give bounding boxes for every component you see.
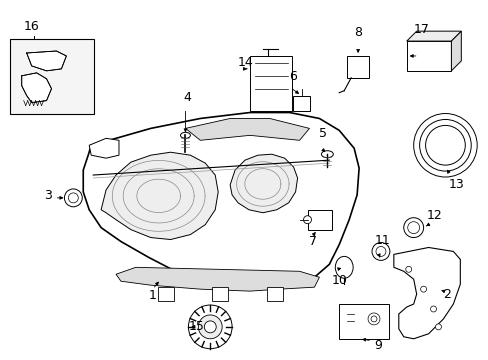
Text: 7: 7	[309, 235, 317, 248]
Polygon shape	[89, 138, 119, 158]
Text: 5: 5	[319, 127, 327, 140]
Circle shape	[420, 286, 426, 292]
Bar	[157, 287, 173, 301]
Text: 1: 1	[148, 289, 156, 302]
Ellipse shape	[403, 218, 423, 238]
Polygon shape	[83, 113, 358, 287]
Circle shape	[375, 247, 385, 256]
Polygon shape	[450, 31, 460, 71]
Circle shape	[198, 315, 222, 339]
Bar	[212, 287, 228, 301]
Circle shape	[188, 305, 232, 349]
Polygon shape	[230, 154, 297, 213]
Bar	[339, 304, 388, 339]
Circle shape	[204, 321, 216, 333]
Text: 4: 4	[183, 91, 191, 104]
Text: 14: 14	[238, 57, 253, 69]
Text: 12: 12	[426, 209, 442, 222]
Bar	[292, 96, 310, 111]
Polygon shape	[185, 118, 309, 140]
Bar	[346, 56, 368, 78]
Polygon shape	[116, 267, 319, 291]
Text: 9: 9	[373, 339, 381, 352]
Circle shape	[371, 243, 389, 260]
Text: 15: 15	[188, 320, 204, 333]
Ellipse shape	[64, 189, 82, 207]
Bar	[249, 56, 291, 111]
Ellipse shape	[180, 132, 190, 138]
Bar	[406, 41, 450, 71]
Circle shape	[429, 306, 436, 312]
Bar	[10, 39, 94, 113]
Polygon shape	[393, 247, 459, 339]
Text: 17: 17	[413, 23, 428, 36]
Ellipse shape	[335, 256, 352, 278]
Ellipse shape	[321, 151, 333, 158]
Text: 11: 11	[374, 234, 390, 247]
Circle shape	[405, 266, 411, 272]
Bar	[307, 210, 332, 230]
Circle shape	[367, 313, 379, 325]
Text: 8: 8	[353, 26, 362, 39]
Bar	[266, 287, 282, 301]
Polygon shape	[406, 31, 460, 41]
Circle shape	[435, 324, 441, 330]
Circle shape	[370, 316, 376, 322]
Ellipse shape	[407, 222, 419, 234]
Text: 2: 2	[443, 288, 450, 301]
Text: 6: 6	[288, 70, 296, 83]
Polygon shape	[101, 152, 218, 239]
Circle shape	[303, 216, 311, 224]
Polygon shape	[27, 51, 66, 71]
Text: 3: 3	[43, 189, 51, 202]
Text: 10: 10	[331, 274, 346, 287]
Ellipse shape	[68, 193, 78, 203]
Text: 13: 13	[447, 178, 463, 191]
Polygon shape	[21, 73, 51, 103]
Text: 16: 16	[24, 20, 40, 33]
